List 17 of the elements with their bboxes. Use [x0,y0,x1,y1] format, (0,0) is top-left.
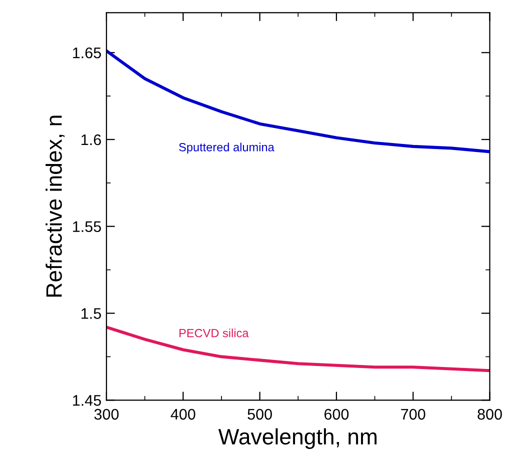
x-tick-label: 500 [248,408,272,420]
x-tick-label: 800 [478,408,502,420]
x-tick-label: 400 [170,408,196,420]
y-axis-title: Refractive index, n [46,116,65,297]
line-series [106,326,490,372]
y-tick-label: 1.55 [73,221,101,232]
x-tick-label: 600 [324,408,349,420]
y-tick-label: 1.6 [82,134,101,146]
x-axis-title: Wavelength, nm [218,428,377,449]
line-series [106,49,490,154]
series-label: PECVD silica [179,328,249,338]
x-tick-label: 300 [94,408,119,420]
y-tick-label: 1.65 [73,47,101,58]
series-label: Sputtered alumina [179,142,274,154]
y-tick-label: 1.5 [82,308,101,319]
x-tick-label: 700 [401,408,426,420]
y-tick-label: 1.45 [73,395,101,406]
